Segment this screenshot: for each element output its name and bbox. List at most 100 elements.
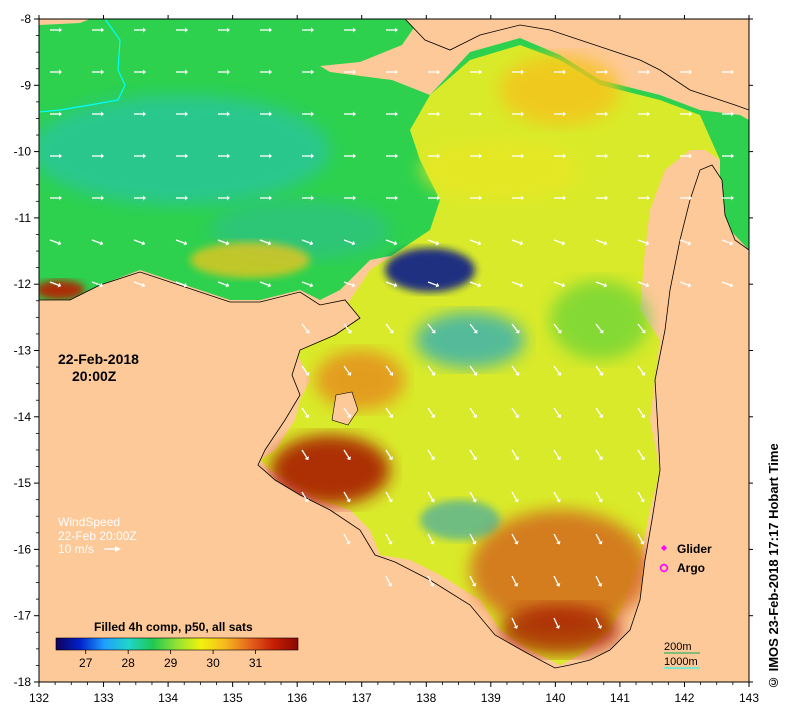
wind-arrow-head bbox=[304, 414, 310, 418]
wind-arrow bbox=[511, 533, 517, 543]
hot-patch-south bbox=[500, 605, 620, 655]
wind-arrow bbox=[553, 449, 560, 458]
wind-arrow-head bbox=[311, 69, 314, 75]
wind-arrow-head bbox=[99, 282, 104, 288]
wind-arrow bbox=[553, 533, 559, 543]
wind-arrow-head bbox=[603, 240, 608, 246]
wind-arrow bbox=[553, 239, 563, 244]
wind-arrow-head bbox=[598, 540, 603, 545]
wind-arrow-head bbox=[641, 329, 646, 334]
wind-arrow-head bbox=[473, 329, 478, 334]
wind-arrow bbox=[91, 239, 101, 244]
wind-arrow-head bbox=[101, 195, 104, 201]
wind-arrow bbox=[469, 323, 476, 332]
x-tick-label: 136 bbox=[287, 691, 307, 705]
wind-arrow-head bbox=[267, 282, 272, 288]
y-tick-label: -16 bbox=[14, 542, 32, 556]
wind-arrow-head bbox=[347, 371, 352, 376]
wind-arrow-head bbox=[395, 69, 398, 75]
green-patch-gulf bbox=[550, 280, 650, 360]
wind-arrow-head bbox=[227, 69, 230, 75]
wind-arrow-head bbox=[225, 240, 230, 246]
wind-arrow-head bbox=[556, 540, 561, 545]
wind-arrow-head bbox=[645, 240, 650, 246]
wind-arrow-head bbox=[479, 153, 482, 159]
wind-arrow bbox=[469, 239, 479, 244]
argo-marker bbox=[659, 563, 669, 573]
wind-arrow-head bbox=[388, 498, 393, 503]
wind-arrow-head bbox=[311, 195, 314, 201]
wind-arrow-head bbox=[353, 153, 356, 159]
argo-label: Argo bbox=[677, 561, 705, 575]
wind-arrow-head bbox=[429, 582, 435, 587]
wind-arrow-head bbox=[353, 111, 356, 117]
wind-arrow-head bbox=[556, 414, 562, 418]
wind-arrow-head bbox=[395, 195, 398, 201]
wind-arrow bbox=[427, 449, 434, 458]
wind-arrow-head bbox=[269, 195, 272, 201]
wind-arrow bbox=[511, 239, 521, 244]
wind-arrow-head bbox=[59, 27, 62, 33]
wind-arrow bbox=[385, 575, 391, 585]
wind-arrow bbox=[637, 323, 644, 332]
y-axis: -8 -9 -10 -11 -12 -13 -14 -15 -16 -17 -18 bbox=[14, 12, 753, 689]
land-new-guinea bbox=[405, 19, 749, 110]
wind-arrow-head bbox=[143, 195, 146, 201]
wind-arrow-head bbox=[731, 195, 734, 201]
wind-arrow bbox=[511, 365, 518, 374]
wind-arrow-head bbox=[227, 153, 230, 159]
wind-arrow-head bbox=[353, 195, 356, 201]
wind-arrow bbox=[301, 239, 311, 244]
wind-arrow bbox=[427, 533, 433, 543]
wind-arrow bbox=[427, 281, 437, 286]
wind-arrow-head bbox=[311, 27, 314, 33]
wind-arrow-head bbox=[472, 498, 477, 503]
wind-arrow bbox=[553, 575, 559, 585]
x-tick-label: 139 bbox=[481, 691, 501, 705]
map-date-label: 22-Feb-2018 bbox=[58, 351, 139, 367]
wind-arrow-head bbox=[437, 111, 440, 117]
wind-arrow-head bbox=[141, 282, 146, 288]
wind-arrow-head bbox=[515, 329, 520, 334]
wind-arrow-head bbox=[597, 625, 603, 629]
wind-arrow bbox=[427, 323, 434, 332]
x-tick-label: 135 bbox=[223, 691, 243, 705]
wind-arrow bbox=[511, 491, 518, 501]
wind-arrow-head bbox=[687, 282, 692, 288]
wind-arrow-head bbox=[305, 329, 310, 334]
wind-arrow-head bbox=[346, 498, 351, 503]
wind-arrow-head bbox=[514, 456, 519, 461]
wind-arrow bbox=[343, 407, 350, 416]
wind-arrow-head bbox=[351, 240, 356, 246]
wind-arrow-head bbox=[185, 153, 188, 159]
wind-arrow-head bbox=[388, 414, 394, 418]
wind-arrow-head bbox=[393, 282, 398, 288]
wind-arrow-head bbox=[605, 111, 608, 117]
wind-arrow-head bbox=[689, 69, 692, 75]
wind-arrow-head bbox=[309, 240, 314, 246]
wind-arrow bbox=[553, 281, 563, 286]
wind-arrow bbox=[469, 575, 475, 585]
wind-arrow bbox=[469, 533, 475, 543]
wind-legend-scale: 10 m/s bbox=[58, 542, 94, 556]
x-axis: 132 133 134 135 136 137 138 139 140 141 142 143 bbox=[29, 15, 759, 705]
wind-arrow bbox=[511, 575, 517, 585]
wind-arrow-head bbox=[435, 240, 440, 246]
y-tick-label: -13 bbox=[14, 344, 32, 358]
wind-arrow bbox=[595, 533, 601, 543]
wind-arrow-head bbox=[640, 414, 646, 418]
wind-arrow bbox=[595, 323, 602, 332]
wind-arrow-head bbox=[431, 329, 436, 334]
wind-arrow bbox=[637, 281, 647, 286]
wind-arrow bbox=[595, 407, 602, 416]
y-tick-label: -18 bbox=[14, 675, 32, 689]
wind-arrow-head bbox=[305, 371, 310, 376]
wind-arrow-head bbox=[430, 456, 435, 461]
wind-arrow-head bbox=[388, 540, 393, 545]
wind-arrow bbox=[133, 239, 143, 244]
wind-arrow-head bbox=[477, 282, 482, 288]
wind-arrow bbox=[259, 239, 269, 244]
wind-arrow-head bbox=[597, 582, 603, 587]
wind-arrow-head bbox=[185, 69, 188, 75]
warm-patch-coast bbox=[190, 242, 310, 278]
